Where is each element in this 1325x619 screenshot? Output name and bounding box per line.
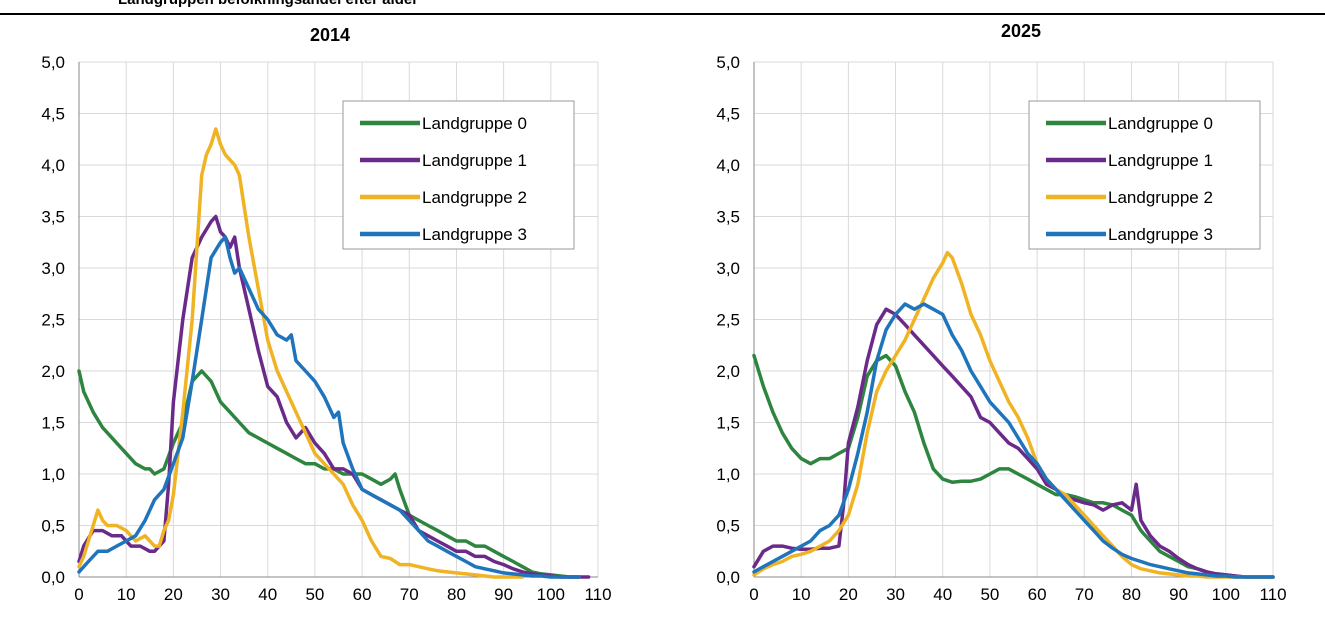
series-line-landgruppe-3 — [77, 235, 581, 579]
y-tick-label: 3,0 — [41, 259, 65, 278]
x-tick-label: 0 — [749, 585, 758, 604]
x-tick-label: 30 — [211, 585, 230, 604]
chart-2014-legend: Landgruppe 0 Landgruppe 1 Landgruppe 2 Land… — [342, 100, 575, 250]
y-tick-label: 4,0 — [41, 156, 65, 175]
legend-label-landgruppe-0: Landgruppe 0 — [1108, 114, 1213, 133]
legend-label-landgruppe-3: Landgruppe 3 — [422, 225, 527, 244]
x-tick-label: 80 — [447, 585, 466, 604]
legend-label-landgruppe-2: Landgruppe 2 — [1108, 188, 1213, 207]
y-tick-label: 0,5 — [41, 517, 65, 536]
x-tick-label: 90 — [494, 585, 513, 604]
header-clip: Landgruppen befolkningsandel efter alder — [0, 0, 1325, 14]
legend-label-landgruppe-1: Landgruppe 1 — [1108, 151, 1213, 170]
x-tick-label: 70 — [1075, 585, 1094, 604]
legend-label-landgruppe-1: Landgruppe 1 — [422, 151, 527, 170]
series-line-landgruppe-1 — [77, 214, 591, 579]
y-tick-label: 4,5 — [716, 105, 740, 124]
x-tick-label: 110 — [1259, 585, 1286, 604]
legend-box — [1028, 100, 1261, 250]
x-tick-label: 60 — [1028, 585, 1047, 604]
y-tick-label: 3,0 — [716, 259, 740, 278]
y-tick-label: 3,5 — [41, 208, 65, 227]
x-tick-label: 50 — [305, 585, 324, 604]
series-line-landgruppe-2 — [77, 127, 525, 579]
x-tick-label: 80 — [1122, 585, 1141, 604]
legend-box — [342, 100, 575, 250]
page-header-title: Landgruppen befolkningsandel efter alder — [118, 0, 418, 8]
y-tick-label: 1,5 — [41, 414, 65, 433]
y-tick-label: 5,0 — [41, 53, 65, 72]
legend-label-landgruppe-0: Landgruppe 0 — [422, 114, 527, 133]
y-tick-label: 2,5 — [716, 311, 740, 330]
x-tick-label: 110 — [584, 585, 611, 604]
y-tick-label: 0,5 — [716, 517, 740, 536]
x-tick-label: 10 — [117, 585, 136, 604]
series-line-landgruppe-0 — [752, 353, 1275, 579]
x-tick-label: 60 — [353, 585, 372, 604]
chart-2025-title: 2025 — [1001, 21, 1041, 41]
y-tick-label: 1,0 — [716, 465, 740, 484]
x-tick-label: 0 — [74, 585, 83, 604]
y-tick-label: 0,0 — [716, 568, 740, 587]
x-tick-label: 10 — [792, 585, 811, 604]
chart-2014: 2014 0 10 20 30 40 50 60 70 80 90 100 110 0,0 0,5 1,0 1,… — [41, 25, 611, 604]
chart-2025: 2025 0 10 20 30 40 50 60 70 80 90 100 110 0,0 0,5 1,0 1,… — [716, 21, 1286, 604]
y-tick-label: 2,5 — [41, 311, 65, 330]
x-tick-label: 100 — [537, 585, 565, 604]
y-tick-label: 4,0 — [716, 156, 740, 175]
chart-2025-series-group — [752, 250, 1275, 579]
chart-2025-legend: Landgruppe 0 Landgruppe 1 Landgruppe 2 Land… — [1028, 100, 1261, 250]
header-rule — [0, 13, 1325, 15]
x-tick-label: 50 — [980, 585, 999, 604]
x-tick-label: 40 — [258, 585, 277, 604]
series-line-landgruppe-3 — [752, 302, 1275, 579]
x-tick-label: 40 — [933, 585, 952, 604]
y-tick-label: 1,5 — [716, 414, 740, 433]
y-tick-label: 2,0 — [41, 362, 65, 381]
legend-label-landgruppe-3: Landgruppe 3 — [1108, 225, 1213, 244]
x-tick-label: 90 — [1169, 585, 1188, 604]
x-tick-label: 70 — [400, 585, 419, 604]
chart-2014-series-group — [77, 127, 591, 579]
series-line-landgruppe-2 — [752, 250, 1275, 579]
y-tick-label: 2,0 — [716, 362, 740, 381]
x-tick-label: 20 — [839, 585, 858, 604]
chart-2014-title: 2014 — [310, 25, 350, 45]
y-tick-label: 5,0 — [716, 53, 740, 72]
y-tick-label: 0,0 — [41, 568, 65, 587]
y-tick-label: 3,5 — [716, 208, 740, 227]
x-tick-label: 20 — [164, 585, 183, 604]
y-tick-label: 1,0 — [41, 465, 65, 484]
legend-label-landgruppe-2: Landgruppe 2 — [422, 188, 527, 207]
x-tick-label: 30 — [886, 585, 905, 604]
y-tick-label: 4,5 — [41, 105, 65, 124]
x-tick-label: 100 — [1212, 585, 1240, 604]
